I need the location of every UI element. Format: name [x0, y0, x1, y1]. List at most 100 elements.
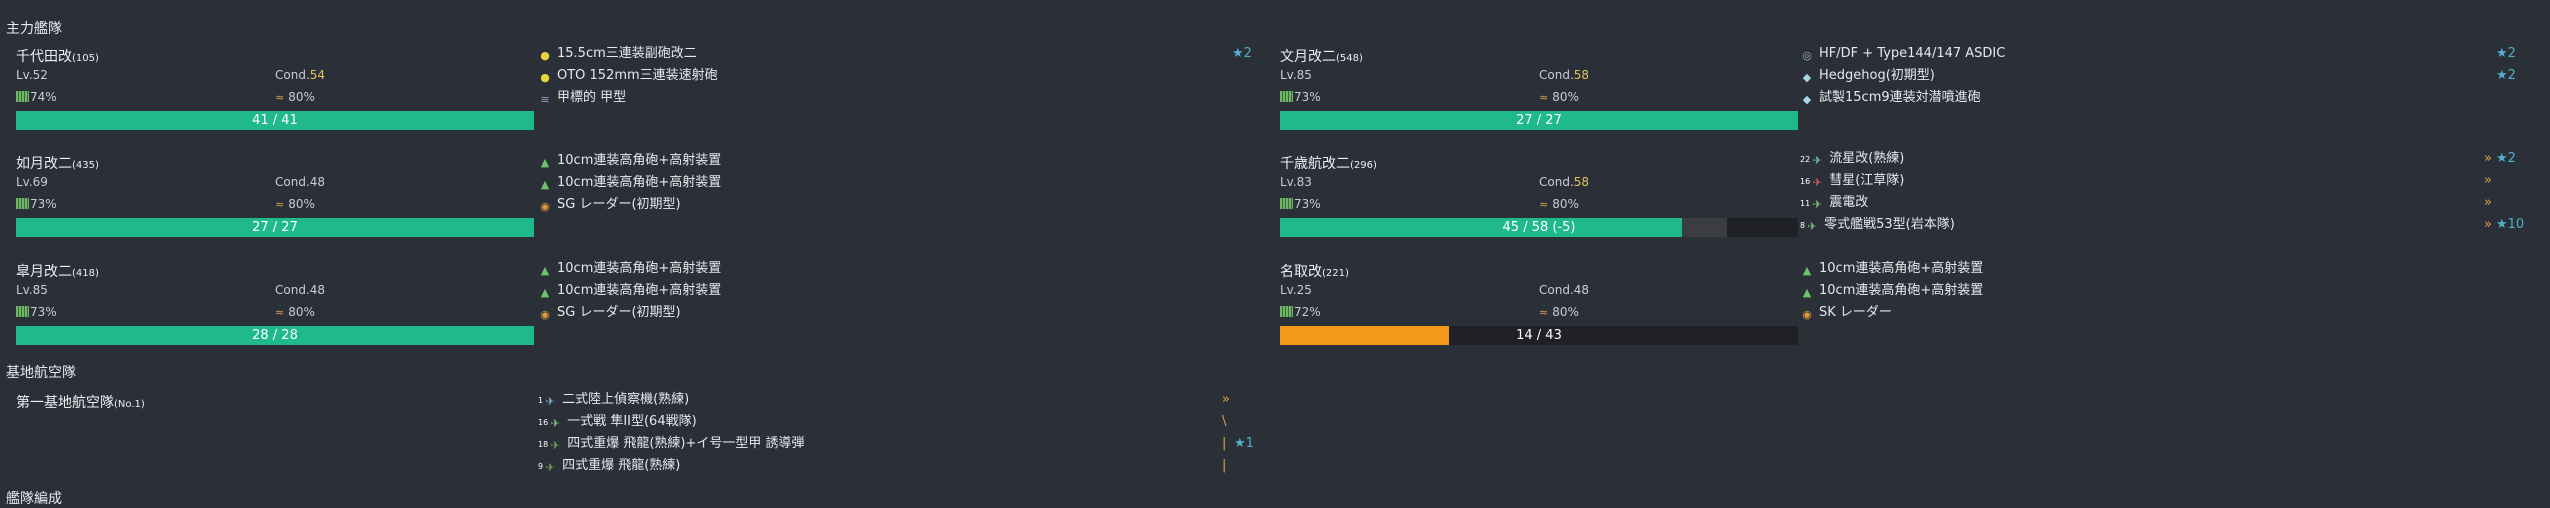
cond-label: Cond.: [275, 68, 310, 82]
cond-label: Cond.: [275, 283, 310, 297]
ship-name[interactable]: 名取改(221): [1280, 261, 1349, 281]
ammo-status: ≈80%: [1539, 305, 1579, 319]
land-bomber-icon: ✈: [550, 439, 560, 452]
ship-level: Lv.52: [16, 68, 48, 82]
equipment-slot[interactable]: ◉ SG レーダー(初期型): [538, 197, 680, 214]
equipment-slot[interactable]: 8 ✈ 零式艦戦53型(岩本隊): [1800, 217, 1955, 234]
equipment-slot[interactable]: ◆ Hedgehog(初期型): [1800, 68, 1935, 85]
fuel-value: 73%: [30, 197, 57, 211]
ship-name-text: 皐月改二: [16, 264, 72, 280]
fuel-status: 74%: [16, 90, 57, 104]
equipment-name: 流星改(熟練): [1829, 151, 1905, 166]
base-air-slot[interactable]: 1 ✈ 二式陸上偵察機(熟練): [538, 392, 689, 409]
equipment-slot[interactable]: ▲ 10cm連装高角砲+高射装置: [538, 283, 721, 300]
ship-id: (105): [72, 53, 99, 64]
hp-bar-pending: [1681, 218, 1727, 237]
equipment-name: 零式艦戦53型(岩本隊): [1824, 217, 1955, 232]
equipment-slot[interactable]: 11 ✈ 震電改: [1800, 195, 1868, 212]
hp-bar: 45 / 58 (-5): [1280, 218, 1798, 237]
ship-condition: Cond.58: [1539, 175, 1589, 189]
radar-icon: ◉: [540, 200, 550, 213]
base-air-slot[interactable]: 16 ✈ 一式戦 隼II型(64戦隊): [538, 414, 697, 431]
ammo-value: 80%: [288, 305, 315, 319]
ammo-value: 80%: [288, 197, 315, 211]
fuel-status: 72%: [1280, 305, 1321, 319]
ship-name[interactable]: 千歳航改二(296): [1280, 153, 1377, 173]
slot-count: 1: [538, 396, 544, 405]
equipment-slot[interactable]: 22 ✈ 流星改(熟練): [1800, 151, 1904, 168]
sonar-icon: ◎: [1802, 49, 1812, 62]
depth-charge-icon: ◆: [1802, 71, 1812, 84]
fuel-value: 73%: [1294, 90, 1321, 104]
hp-text: 28 / 28: [252, 328, 298, 343]
equipment-slot[interactable]: ▲ 10cm連装高角砲+高射装置: [1800, 283, 1983, 300]
equipment-slot[interactable]: ◆ 試製15cm9連装対潜噴進砲: [1800, 90, 1981, 107]
fuel-status: 73%: [1280, 90, 1321, 104]
equipment-slot[interactable]: ● OTO 152mm三連装速射砲: [538, 68, 718, 85]
ship-name[interactable]: 文月改二(548): [1280, 46, 1363, 66]
ammo-value: 80%: [1552, 305, 1579, 319]
fuel-value: 74%: [30, 90, 57, 104]
base-air-slot[interactable]: 9 ✈ 四式重爆 飛龍(熟練): [538, 458, 680, 475]
cond-label: Cond.: [1539, 283, 1574, 297]
equipment-slot[interactable]: ● 15.5cm三連装副砲改二: [538, 46, 697, 63]
hp-bar-fill: [16, 326, 534, 345]
improvement-star: ★2: [2496, 46, 2516, 61]
ammo-icon: ≈: [275, 198, 285, 211]
equipment-name: 一式戦 隼II型(64戦隊): [567, 414, 697, 429]
equipment-slot[interactable]: ▲ 10cm連装高角砲+高射装置: [538, 175, 721, 192]
slot-count: 11: [1800, 199, 1811, 208]
equipment-slot[interactable]: ▲ 10cm連装高角砲+高射装置: [1800, 261, 1983, 278]
proficiency-icon: »: [2484, 151, 2492, 166]
ship-name[interactable]: 千代田改(105): [16, 46, 99, 66]
equipment-slot[interactable]: ▲ 10cm連装高角砲+高射装置: [538, 153, 721, 170]
aa-gun-icon: ▲: [1802, 286, 1812, 299]
ship-name-text: 文月改二: [1280, 49, 1336, 65]
ammo-icon: ≈: [275, 91, 285, 104]
fuel-icon: [1280, 306, 1293, 317]
ship-id: (418): [72, 268, 99, 279]
land-bomber-icon: ✈: [545, 461, 555, 474]
fuel-status: 73%: [1280, 197, 1321, 211]
base-air-title: 基地航空隊: [6, 365, 76, 381]
hp-bar-fill: [1280, 111, 1798, 130]
ship-name[interactable]: 如月改二(435): [16, 153, 99, 173]
ship-condition: Cond.48: [275, 175, 325, 189]
ammo-value: 80%: [1552, 197, 1579, 211]
ship-id: (221): [1322, 268, 1349, 279]
equipment-slot[interactable]: ≡ 甲標的 甲型: [538, 90, 626, 107]
equipment-name: 15.5cm三連装副砲改二: [557, 46, 697, 61]
equipment-slot[interactable]: ◎ HF/DF + Type144/147 ASDIC: [1800, 46, 2005, 63]
cond-value: 48: [309, 283, 326, 297]
armor-plate-icon: ≡: [540, 93, 550, 106]
equipment-slot[interactable]: ◉ SG レーダー(初期型): [538, 305, 680, 322]
fuel-icon: [16, 198, 29, 209]
cond-value: 48: [309, 175, 326, 189]
ship-level: Lv.69: [16, 175, 48, 189]
ammo-status: ≈80%: [275, 305, 315, 319]
fuel-icon: [16, 306, 29, 317]
equipment-slot[interactable]: 16 ✈ 彗星(江草隊): [1800, 173, 1904, 190]
hp-bar-fill: [1280, 326, 1449, 345]
ship-condition: Cond.48: [1539, 283, 1589, 297]
base-air-slot[interactable]: 18 ✈ 四式重爆 飛龍(熟練)+イ号一型甲 誘導弾: [538, 436, 805, 453]
equipment-slot[interactable]: ▲ 10cm連装高角砲+高射装置: [538, 261, 721, 278]
slot-count: 9: [538, 462, 544, 471]
ammo-value: 80%: [1552, 90, 1579, 104]
ammo-status: ≈80%: [1539, 197, 1579, 211]
ship-level: Lv.83: [1280, 175, 1312, 189]
radar-icon: ◉: [540, 308, 550, 321]
equipment-slot[interactable]: ◉ SK レーダー: [1800, 305, 1892, 322]
ship-name[interactable]: 皐月改二(418): [16, 261, 99, 281]
base-air-name[interactable]: 第一基地航空隊(No.1): [16, 392, 145, 412]
fuel-status: 73%: [16, 305, 57, 319]
fuel-value: 72%: [1294, 305, 1321, 319]
hp-bar-fill: [16, 218, 534, 237]
aa-gun-icon: ▲: [540, 178, 550, 191]
hp-text: 14 / 43: [1516, 328, 1562, 343]
yellow-shell-icon: ●: [540, 49, 550, 62]
fighter-icon: ✈: [1812, 198, 1822, 211]
equipment-name: 10cm連装高角砲+高射装置: [557, 283, 722, 298]
ship-condition: Cond.58: [1539, 68, 1589, 82]
improvement-star: ★1: [1234, 436, 1254, 451]
